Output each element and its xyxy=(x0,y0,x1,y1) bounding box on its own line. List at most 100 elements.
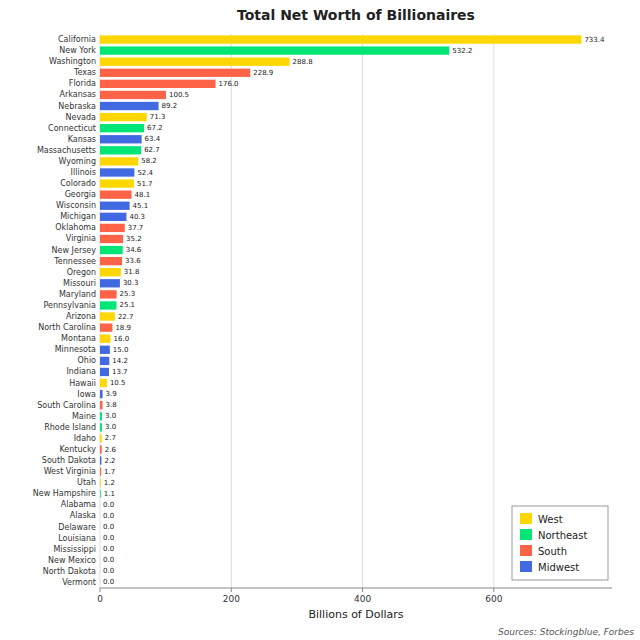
bar xyxy=(100,191,132,199)
category-label: Arkansas xyxy=(60,90,96,99)
y-axis: CaliforniaNew YorkWashingtonTexasFlorida… xyxy=(33,35,97,587)
x-tick xyxy=(493,588,494,592)
data-label: 31.8 xyxy=(124,268,140,276)
category-label: Florida xyxy=(69,79,96,88)
bar xyxy=(100,202,130,210)
x-axis: 0200400600 xyxy=(97,588,612,604)
bar xyxy=(100,146,141,154)
data-label: 1.1 xyxy=(104,490,115,498)
bar xyxy=(100,357,109,365)
data-labels: 733.4288.871.358.251.731.822.716.010.52.… xyxy=(103,36,605,587)
bar xyxy=(100,468,101,476)
category-label: Oregon xyxy=(67,268,96,277)
x-tick-label: 200 xyxy=(223,594,240,604)
data-label: 48.1 xyxy=(135,191,151,199)
data-label: 733.4 xyxy=(584,36,605,44)
bar xyxy=(100,91,166,99)
data-label: 25.1 xyxy=(119,301,135,309)
title: Total Net Worth of Billionaires xyxy=(237,7,475,23)
category-label: New York xyxy=(59,46,96,55)
x-tick-label: 0 xyxy=(97,594,103,604)
bar xyxy=(100,578,101,586)
bar xyxy=(100,279,120,287)
bar xyxy=(100,534,101,542)
bar xyxy=(100,257,122,265)
bar xyxy=(100,390,103,398)
data-label: 15.0 xyxy=(113,346,129,354)
grid-line xyxy=(231,34,232,588)
category-label: Alabama xyxy=(61,500,96,509)
data-label: 0.0 xyxy=(103,501,114,509)
x-axis-line xyxy=(100,588,612,589)
legend-label: Midwest xyxy=(538,562,579,573)
bar xyxy=(100,179,134,187)
data-label: 62.7 xyxy=(144,146,160,154)
bar xyxy=(100,124,144,132)
bar xyxy=(100,445,102,453)
data-label: 288.8 xyxy=(293,58,313,66)
data-label: 45.1 xyxy=(133,202,149,210)
data-label: 0.0 xyxy=(103,534,114,542)
bar xyxy=(100,523,101,531)
category-label: Vermont xyxy=(62,578,96,587)
category-label: Idaho xyxy=(74,434,96,443)
data-label: 35.2 xyxy=(126,235,142,243)
bar xyxy=(100,301,116,309)
bar xyxy=(100,423,102,431)
category-label: Utah xyxy=(77,478,96,487)
x-axis-title: Billions of Dollars xyxy=(308,608,403,621)
category-label: Wyoming xyxy=(58,157,96,166)
category-label: Texas xyxy=(73,68,96,77)
bar xyxy=(100,512,101,520)
category-label: Connecticut xyxy=(48,124,96,133)
grid-line xyxy=(362,34,363,588)
data-label: 3.9 xyxy=(106,390,117,398)
data-label: 13.7 xyxy=(112,368,128,376)
data-label: 3.0 xyxy=(105,423,116,431)
bar xyxy=(100,412,102,420)
category-label: South Carolina xyxy=(37,401,96,410)
legend-label: West xyxy=(538,514,563,525)
data-label: 22.7 xyxy=(118,313,134,321)
data-label: 37.7 xyxy=(128,224,144,232)
data-label: 1.2 xyxy=(104,479,115,487)
category-label: Mississippi xyxy=(53,545,96,554)
data-label: 0.0 xyxy=(103,545,114,553)
legend-label: South xyxy=(538,546,567,557)
bar xyxy=(100,401,102,409)
data-label: 176.0 xyxy=(219,80,239,88)
data-label: 0.0 xyxy=(103,512,114,520)
data-label: 532.2 xyxy=(452,47,472,55)
x-tick xyxy=(231,588,232,592)
grid-line xyxy=(493,34,494,588)
category-label: Minnesota xyxy=(55,345,96,354)
category-label: Ohio xyxy=(78,356,97,365)
data-label: 3.8 xyxy=(105,401,116,409)
category-label: Colorado xyxy=(60,179,96,188)
bar xyxy=(100,479,101,487)
legend-swatch xyxy=(520,545,532,556)
data-label: 34.6 xyxy=(126,246,142,254)
legend-swatch xyxy=(520,561,532,572)
bar xyxy=(100,323,112,331)
data-label: 2.7 xyxy=(105,434,116,442)
data-label: 51.7 xyxy=(137,180,153,188)
x-tick xyxy=(100,588,101,592)
category-label: Indiana xyxy=(66,367,96,376)
bar xyxy=(100,434,102,442)
category-label: Iowa xyxy=(77,390,96,399)
bar xyxy=(100,368,109,376)
category-label: Georgia xyxy=(65,190,96,199)
bar xyxy=(100,235,123,243)
category-label: Nebraska xyxy=(58,102,96,111)
category-label: Illinois xyxy=(71,168,96,177)
data-label: 2.6 xyxy=(105,446,117,454)
category-label: North Dakota xyxy=(43,567,96,576)
category-label: Oklahoma xyxy=(55,223,96,232)
data-label: 40.3 xyxy=(129,213,145,221)
data-label: 58.2 xyxy=(141,157,157,165)
category-label: Hawaii xyxy=(69,379,96,388)
data-label: 1.7 xyxy=(104,468,115,476)
data-label: 228.9 xyxy=(253,69,273,77)
category-label: New Jersey xyxy=(52,246,97,255)
